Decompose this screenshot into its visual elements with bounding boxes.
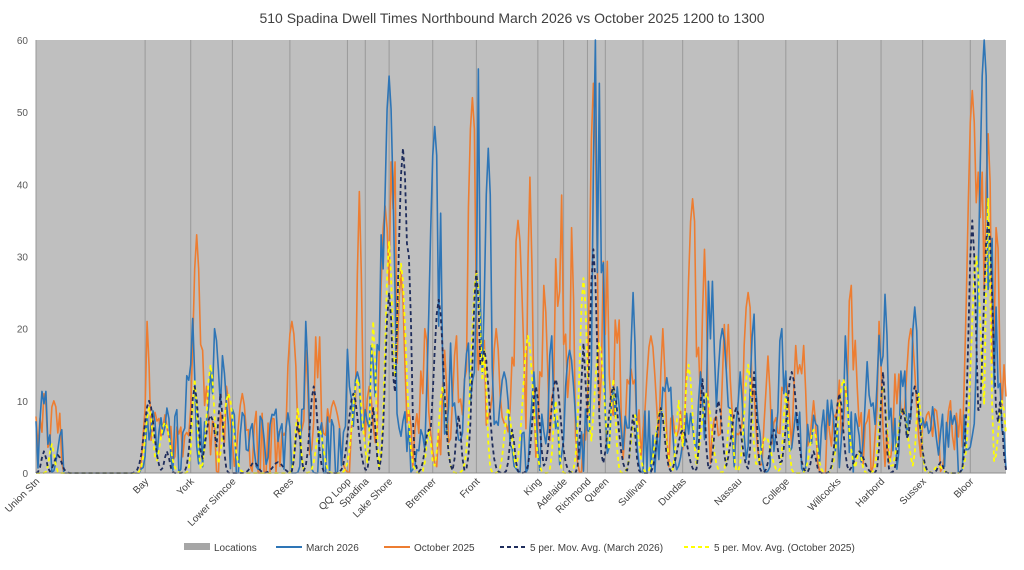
y-tick-label-3: 30 — [17, 253, 29, 264]
y-tick-label-1: 10 — [17, 397, 29, 408]
series-line-4 — [36, 197, 1007, 474]
y-axis: 0 10 20 30 40 50 60 — [17, 36, 29, 480]
legend-label: October 2025 — [414, 543, 475, 554]
legend-item-0: Locations — [184, 543, 257, 554]
legend-label: March 2026 — [306, 543, 359, 554]
legend-label: 5 per. Mov. Avg. (October 2025) — [714, 543, 855, 554]
series-layer — [35, 39, 1007, 474]
y-tick-label-4: 40 — [17, 180, 29, 191]
legend-label: 5 per. Mov. Avg. (March 2026) — [530, 543, 663, 554]
legend-item-3: 5 per. Mov. Avg. (March 2026) — [500, 543, 663, 554]
y-tick-label-0: 0 — [22, 469, 28, 480]
legend-item-1: March 2026 — [276, 543, 359, 554]
y-tick-label-5: 50 — [17, 108, 29, 119]
legend: Locations March 2026 October 2025 5 per. Mo… — [184, 543, 855, 554]
legend-item-2: October 2025 — [384, 543, 475, 554]
chart-title: 510 Spadina Dwell Times Northbound March… — [259, 10, 764, 26]
y-tick-label-2: 20 — [17, 325, 29, 336]
legend-item-4: 5 per. Mov. Avg. (October 2025) — [684, 543, 855, 554]
legend-label: Locations — [214, 543, 257, 554]
series-line-1 — [35, 39, 1007, 474]
legend-swatch — [184, 543, 210, 550]
y-tick-label-6: 60 — [17, 36, 29, 47]
